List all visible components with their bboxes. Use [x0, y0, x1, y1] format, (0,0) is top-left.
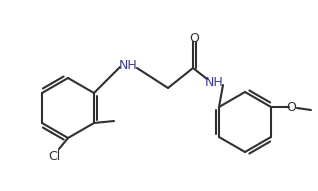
- Text: O: O: [286, 100, 296, 113]
- Text: Cl: Cl: [48, 151, 60, 163]
- Text: O: O: [189, 32, 199, 45]
- Text: NH: NH: [119, 58, 137, 71]
- Text: NH: NH: [204, 75, 223, 88]
